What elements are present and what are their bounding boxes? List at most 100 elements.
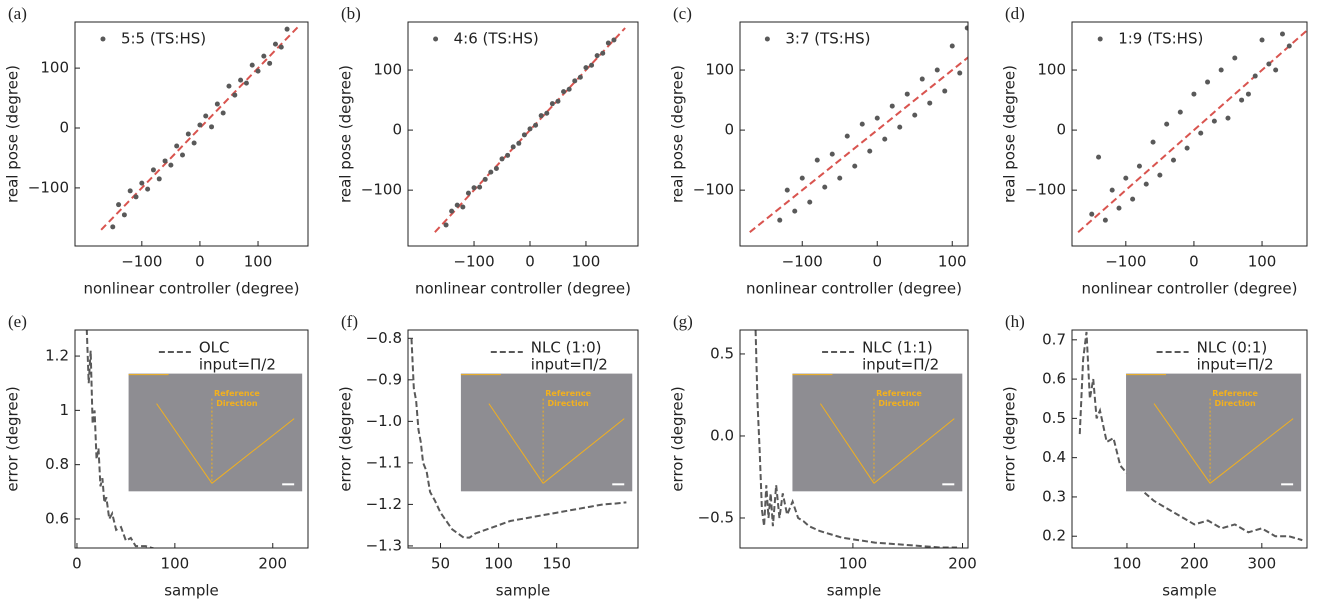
point [278,44,284,50]
point [549,101,555,107]
point [121,212,127,218]
panel-label: (e) [8,312,27,331]
point [1102,217,1108,223]
panel-label: (h) [1005,312,1025,331]
point [197,122,203,128]
point [904,91,910,97]
x-tick-label: 100 [938,253,967,271]
point [1130,196,1136,202]
pose-line [488,403,544,484]
point [874,115,880,121]
y-tick-label: 0.8 [45,455,69,473]
point [493,166,499,172]
x-tick-label: 0 [72,555,82,573]
y-tick-label: 0.5 [710,344,734,362]
pose-line [542,418,625,484]
point [133,194,139,200]
point [477,184,483,190]
point [1279,31,1285,37]
point [1232,55,1238,61]
point [934,67,940,73]
x-tick-label: 100 [161,555,190,573]
axes-frame [1071,329,1308,549]
plot-area [85,330,166,548]
pose-line [1209,418,1294,484]
point [499,156,505,162]
inset-photo [1126,373,1302,492]
plot-area [754,330,958,548]
y-tick-label: 1.2 [45,347,69,365]
point [238,77,244,83]
y-axis-label: error (degree) [4,386,22,491]
point [1184,145,1190,151]
point [255,68,261,74]
point [829,151,835,157]
legend-note: input=Π/2 [531,356,608,374]
panel: (d) nonlinear controller (degree) real pos… [1001,4,1308,298]
legend-label: 1:9 (TS:HS) [1118,30,1203,48]
pose-line [820,403,875,484]
y-tick-label: −1.1 [366,453,402,471]
point [1143,181,1149,187]
plot-area [434,27,626,233]
point [527,126,533,132]
point [784,187,790,193]
point [814,157,820,163]
point [521,132,527,138]
point [919,76,925,82]
x-tick-label: 100 [1113,555,1142,573]
axes-frame [739,21,969,247]
point [897,124,903,130]
x-tick-label: −100 [1105,253,1146,271]
point [1198,130,1204,136]
y-tick-label: 0.6 [45,509,69,527]
reference-line [1077,29,1307,233]
point [516,140,522,146]
point [1286,43,1292,49]
point [964,25,968,31]
point [572,78,578,84]
x-tick-label: 200 [1180,555,1209,573]
point [852,163,858,169]
x-axis-label: nonlinear controller (degree) [1082,280,1298,298]
point [1225,115,1231,121]
reference-line [749,56,968,233]
point [799,175,805,181]
point [1136,163,1142,169]
x-tick-label: 100 [484,555,513,573]
point [544,110,550,116]
x-tick-label: 0 [525,253,535,271]
y-tick-label: 0.0 [710,426,734,444]
x-tick-label: 200 [948,555,977,573]
legend-label: OLC [199,339,230,357]
reference-line [100,25,300,231]
panel: (e) sample error (degree) 0 100 200 0.6 0.8 1 1.2… [4,312,309,600]
legend-marker [433,36,439,42]
axes-frame [407,21,639,247]
inset-photo [128,373,303,492]
point [505,152,511,158]
point [145,186,151,192]
inset-text: Direction [216,399,258,408]
pose-line [1153,403,1211,484]
point [162,158,168,164]
inset-photo [460,373,633,492]
y-tick-label: 0 [392,121,402,139]
x-axis-label: sample [827,582,882,600]
point [1109,187,1115,193]
point [792,208,798,214]
y-tick-label: 0 [724,121,734,139]
point [583,65,589,71]
point [600,50,606,56]
y-tick-label: −1.3 [366,536,402,554]
y-tick-label: −100 [693,181,734,199]
y-tick-label: −0.5 [698,508,734,526]
legend-marker [764,36,770,42]
point [1096,154,1102,160]
point [139,180,145,186]
point [226,83,232,89]
point [1089,211,1095,217]
point [594,53,600,59]
y-tick-label: 0.2 [1042,527,1066,545]
